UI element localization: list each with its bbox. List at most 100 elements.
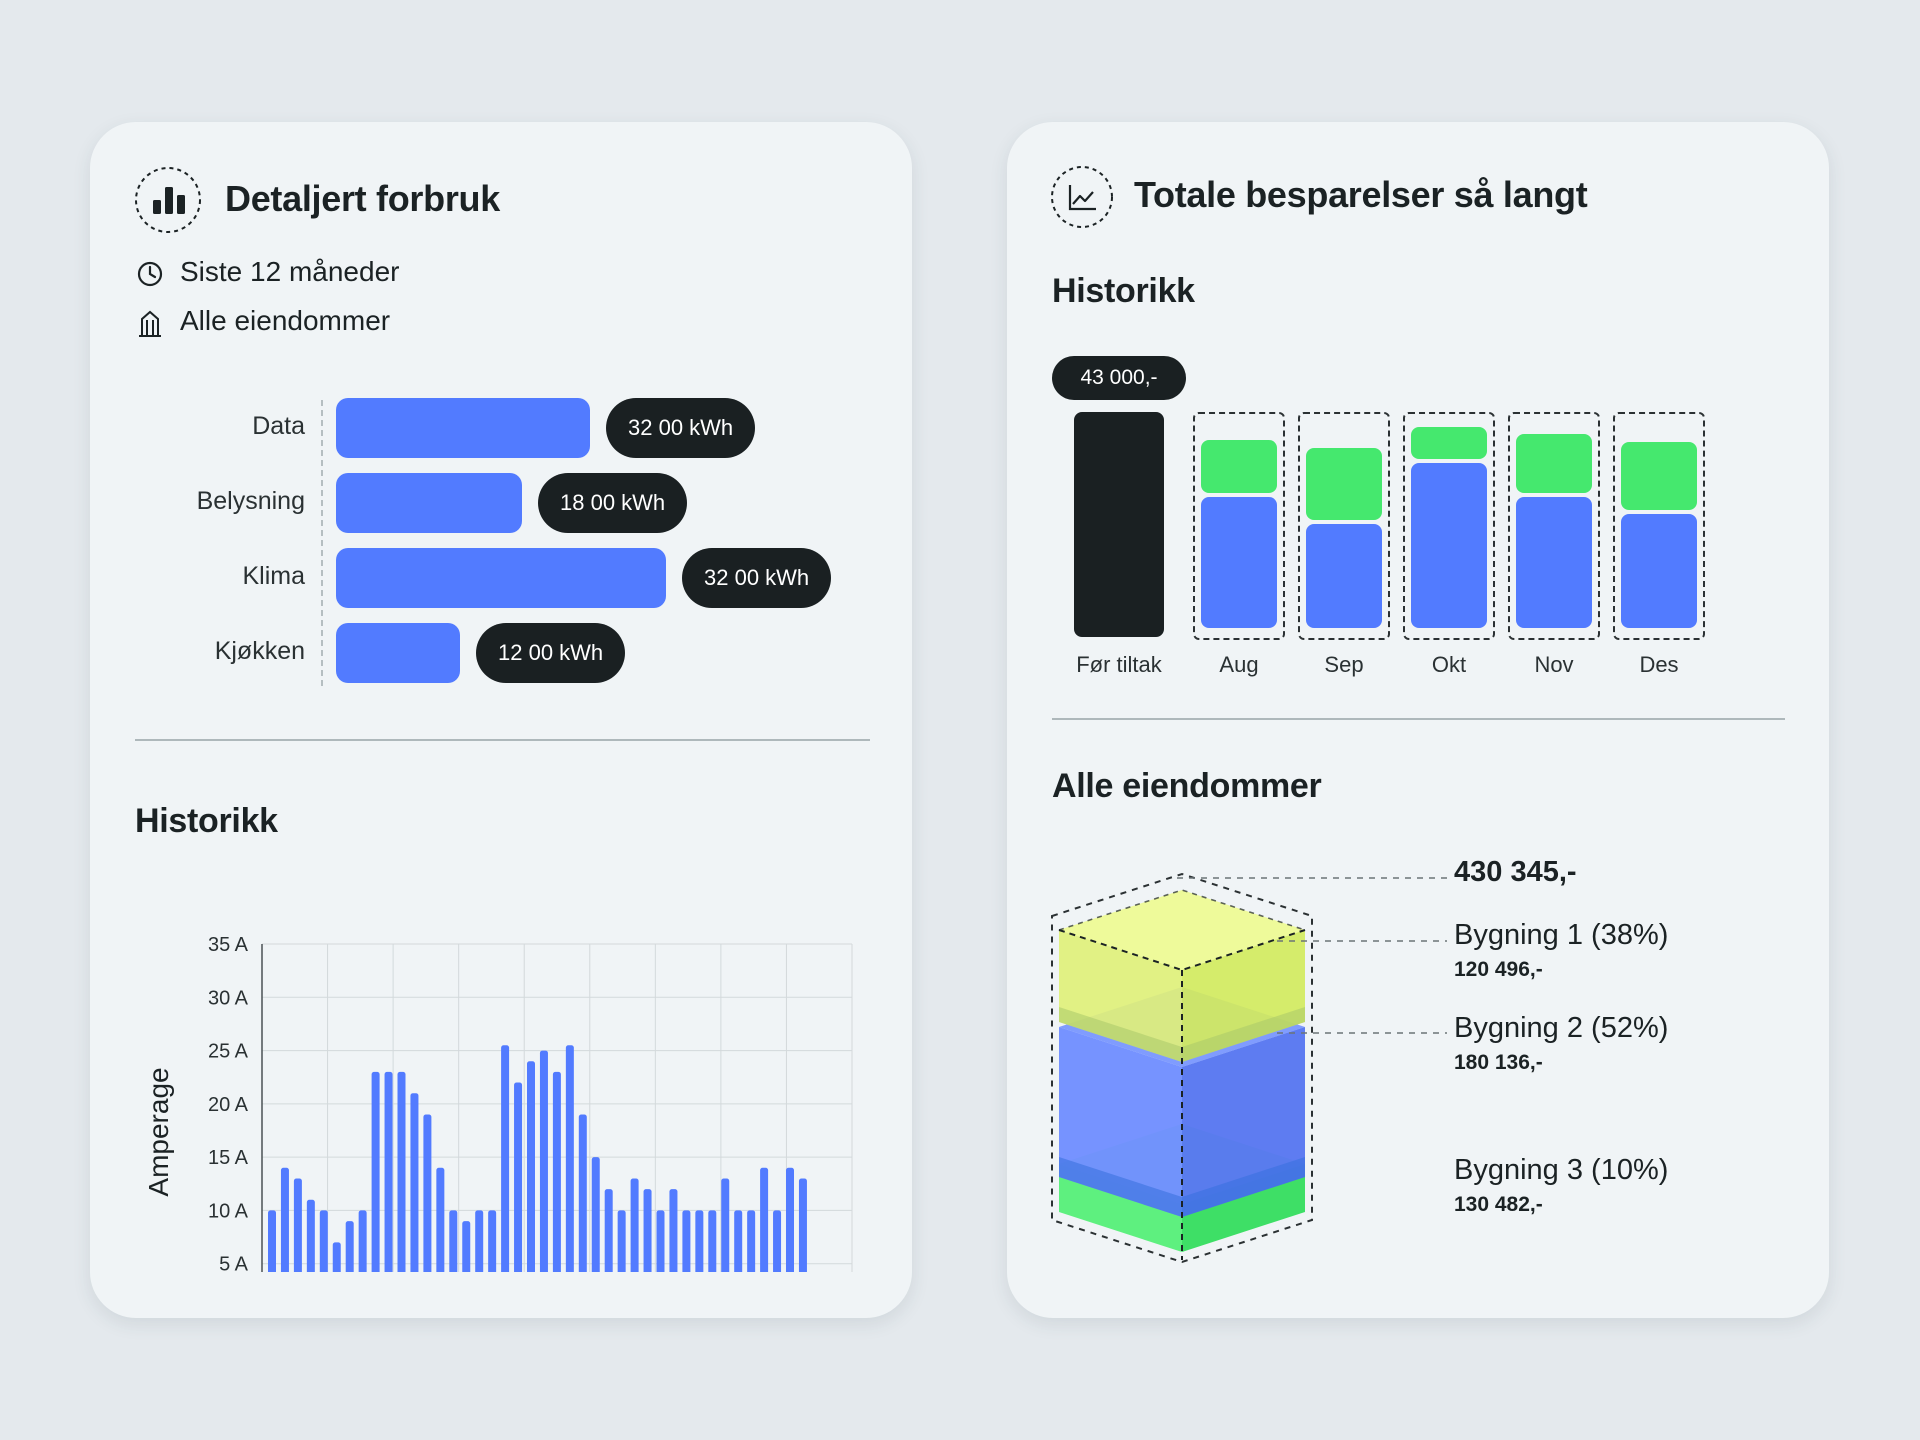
history-bar [747,1210,756,1272]
clock-icon [137,261,163,287]
history-bar [798,1178,807,1272]
history-bar [708,1210,717,1272]
history-bar [268,1210,276,1272]
savings-segment [1621,442,1697,510]
category-bar[interactable] [336,548,666,608]
trend-chart-icon [1051,166,1113,228]
consumption-segment [1306,524,1382,628]
history-bar [345,1221,354,1272]
history-bar [397,1071,406,1272]
history-bar [319,1210,328,1272]
history-bar [449,1210,458,1272]
history-bar [552,1071,561,1272]
y-tick-label: 30 A [208,987,249,1009]
y-tick-label: 20 A [208,1094,249,1116]
savings-segment [1201,440,1277,493]
category-value-badge: 12 00 kWh [476,623,626,683]
month-label: Sep [1324,652,1364,677]
history-bar [527,1061,535,1272]
savings-segment [1516,434,1592,493]
history-bar [630,1178,639,1272]
legend-item-building-2[interactable]: Bygning 2 (52%) 180 136,- [1454,1012,1668,1075]
history-bar [332,1242,341,1272]
section-divider [1052,718,1785,720]
history-bar [293,1178,302,1272]
month-slot [1508,412,1600,640]
history-bar [578,1114,587,1272]
history-bar [786,1167,794,1272]
history-bar [695,1210,704,1272]
property-stack-cube [1051,872,1313,1264]
month-label: Aug [1219,652,1259,677]
y-tick-label: 10 A [208,1200,249,1222]
consumption-segment [1516,497,1592,628]
month-label: Nov [1534,652,1574,677]
legend-leader-lines [1177,877,1447,1034]
consumption-segment [1621,514,1697,628]
history-bar [501,1045,510,1272]
month-slot [1613,412,1705,640]
legend-item-building-1[interactable]: Bygning 1 (38%) 120 496,- [1454,919,1668,982]
baseline-value-badge: 43 000,- [1052,356,1186,400]
history-bar [669,1189,678,1272]
month-label: Des [1639,652,1679,677]
category-axis [321,400,323,686]
category-value-badge: 32 00 kWh [682,548,832,608]
history-bar [384,1071,393,1272]
baseline-label: Før tiltak [1076,652,1162,677]
total-savings-value: 430 345,- [1454,856,1577,888]
history-bar [591,1157,600,1272]
y-tick-label: 15 A [208,1147,249,1169]
category-value-badge: 18 00 kWh [538,473,688,533]
amperage-history-chart: 35 A30 A25 A20 A15 A10 A5 AAmperageAugSe… [143,934,853,1272]
history-bar [475,1210,484,1272]
history-bar [410,1093,419,1272]
building-1-name: Bygning 1 (38%) [1454,919,1669,951]
baseline-bar[interactable] [1074,412,1164,637]
building-2-value: 180 136,- [1454,1051,1543,1074]
bar-chart-icon [135,167,201,233]
category-bar[interactable] [336,398,590,458]
history-bar [773,1210,782,1272]
history-bar [682,1210,691,1272]
card-title: Totale besparelser så langt [1134,174,1588,215]
building-1-value: 120 496,- [1454,958,1543,981]
history-bar [604,1189,613,1272]
history-bar [306,1199,315,1272]
history-bar [539,1050,548,1272]
category-bar[interactable] [336,623,460,683]
history-bar [423,1114,432,1272]
month-label: Okt [1431,652,1467,677]
consumption-segment [1201,497,1277,628]
savings-card: Totale besparelser så langt Historikk 43… [1007,122,1829,1318]
category-label: Data [252,412,305,440]
history-bar [565,1045,574,1272]
category-bar[interactable] [336,473,522,533]
history-bar [643,1189,652,1272]
period-filter[interactable]: Siste 12 måneder [180,256,400,287]
month-slot [1298,412,1390,640]
building-2-name: Bygning 2 (52%) [1454,1012,1669,1044]
card-title: Detaljert forbruk [225,178,500,219]
month-slot [1193,412,1285,640]
history-title: Historikk [1052,272,1195,310]
history-bar [656,1210,665,1272]
legend-item-building-3[interactable]: Bygning 3 (10%) 130 482,- [1454,1154,1668,1217]
category-value-badge: 32 00 kWh [606,398,756,458]
history-bar [371,1071,380,1272]
history-bar [358,1210,367,1272]
section-divider [135,739,870,741]
y-axis-label: Amperage [143,1067,174,1196]
history-bar [721,1178,730,1272]
savings-segment [1411,427,1487,459]
history-bar [734,1210,743,1272]
category-label: Kjøkken [214,637,305,665]
property-filter[interactable]: Alle eiendommer [180,305,391,336]
history-bar [280,1167,289,1272]
building-3-value: 130 482,- [1454,1193,1543,1216]
y-tick-label: 25 A [208,1041,249,1063]
history-bar [436,1167,445,1272]
history-bar [617,1210,626,1272]
history-bar [514,1082,523,1272]
building-icon [139,310,161,337]
